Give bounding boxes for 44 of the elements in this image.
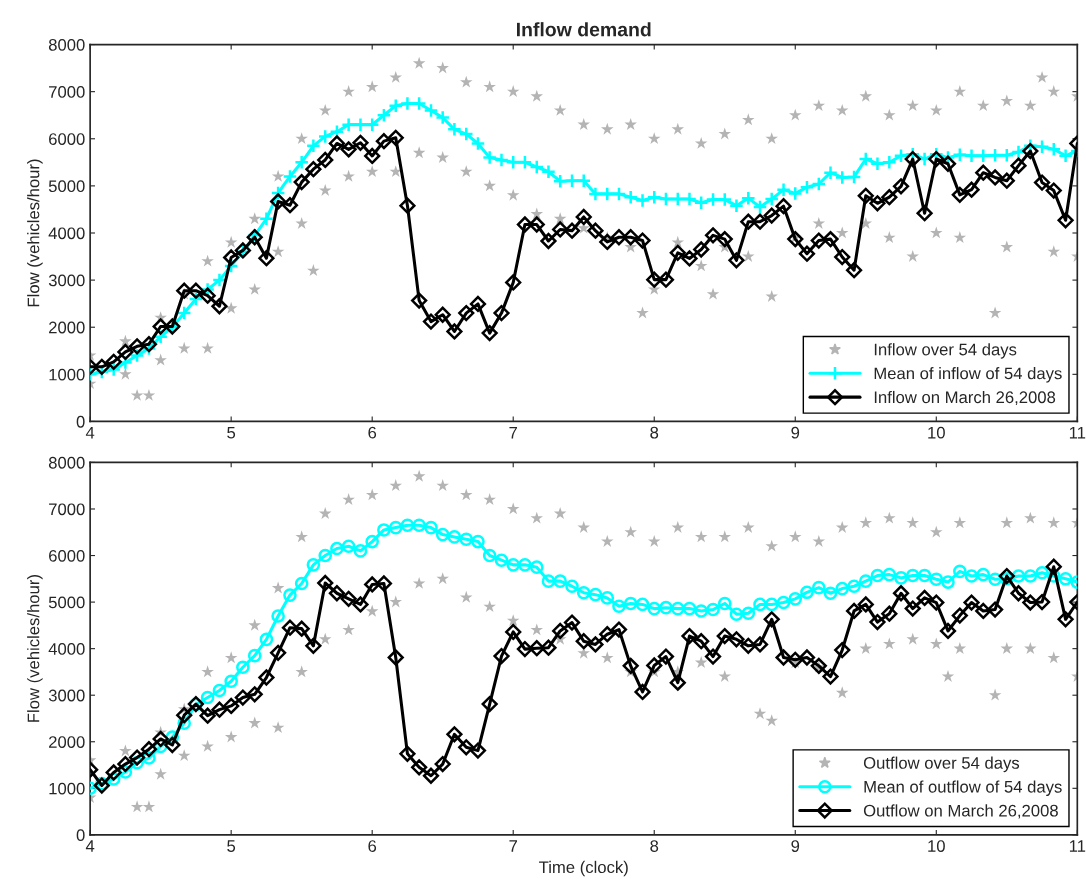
y-tick-label: 6000: [49, 549, 85, 562]
y-tick-label: 5000: [48, 596, 85, 609]
y-tick-label: 6000: [49, 133, 85, 145]
legend-label: Outflow on March 26,2008: [863, 804, 1058, 819]
x-tick-label: 11: [1069, 840, 1086, 852]
x-tick-label: 8: [650, 840, 659, 852]
y-tick-label: 3000: [48, 689, 85, 702]
x-tick-label: 7: [509, 840, 518, 852]
y-tick-label: 2000: [49, 736, 85, 748]
x-tick-label: 9: [791, 840, 800, 852]
y-tick-label: 1000: [49, 782, 85, 795]
y-tick-label: 8000: [48, 456, 85, 469]
y-tick-label: 4000: [48, 227, 85, 240]
y-tick-label: 0: [76, 415, 85, 428]
y-tick-label: 1000: [49, 368, 85, 381]
legend-label: Outflow over 54 days: [863, 756, 1020, 773]
x-tick-label: 8: [650, 426, 659, 439]
x-tick-label: 6: [368, 840, 377, 852]
legend-label: Mean of outflow of 54 days: [864, 780, 1062, 796]
legend-label: Mean of inflow of 54 days: [874, 367, 1062, 383]
y-axis-title: Flow (vehicles/hour): [27, 159, 43, 307]
y-axis-title: Flow (vehicles/hour): [27, 575, 43, 722]
x-tick-label: 5: [227, 426, 236, 439]
y-tick-label: 0: [76, 829, 85, 842]
x-tick-label: 10: [928, 426, 945, 439]
y-tick-label: 3000: [48, 274, 85, 287]
y-tick-label: 5000: [48, 180, 85, 193]
y-tick-label: 7000: [49, 503, 85, 516]
y-tick-label: 2000: [49, 321, 85, 334]
y-tick-label: 7000: [49, 86, 85, 98]
legend-label: Inflow on March 26,2008: [874, 390, 1056, 406]
legend-label: Inflow over 54 days: [874, 343, 1017, 359]
x-tick-label: 4: [85, 840, 95, 852]
x-tick-label: 9: [791, 426, 800, 439]
x-tick-label: 6: [368, 426, 377, 439]
x-tick-label: 11: [1069, 426, 1086, 439]
x-tick-label: 10: [928, 840, 945, 852]
y-tick-label: 8000: [48, 38, 85, 51]
x-tick-label: 4: [85, 426, 95, 439]
chart-title: Inflow demand: [516, 22, 651, 37]
y-tick-label: 4000: [48, 643, 85, 655]
x-tick-label: 7: [509, 426, 518, 439]
x-axis-title: Time (clock): [539, 860, 628, 877]
x-tick-label: 5: [227, 840, 236, 852]
